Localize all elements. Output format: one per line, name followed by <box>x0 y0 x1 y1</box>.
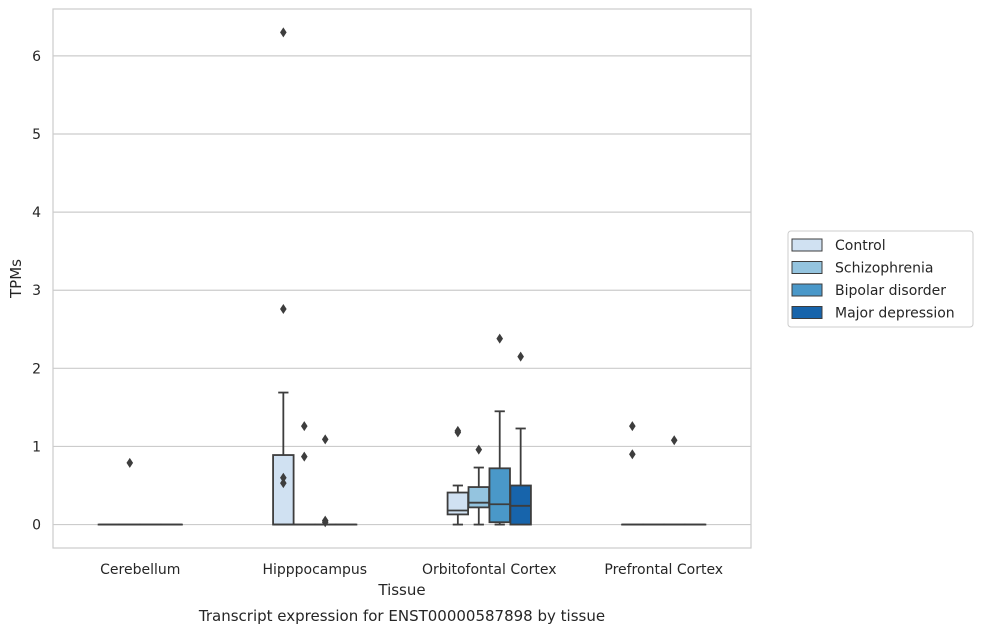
x-tick-label: Cerebellum <box>100 562 180 578</box>
gridlines <box>53 55 751 526</box>
outlier-point <box>300 451 308 462</box>
y-tick-label: 2 <box>32 361 41 377</box>
box-2-2 <box>488 333 511 526</box>
outlier-point <box>629 421 636 432</box>
legend-swatch <box>791 261 823 274</box>
outlier-point <box>517 351 524 362</box>
box-2-1 <box>467 444 490 526</box>
legend-swatch <box>791 283 823 297</box>
legend-label: Schizophrenia <box>835 261 933 277</box>
legend-label: Major depression <box>835 306 955 322</box>
legend: Control Schizophrenia Bipolar disorder Majo… <box>787 230 974 328</box>
y-tick-label: 5 <box>32 127 41 143</box>
box-iqr <box>467 486 490 509</box>
x-axis-ticks: Cerebellum Hipppocampus Orbitofontal Corte… <box>100 562 723 578</box>
outlier-point <box>496 333 504 344</box>
box-iqr <box>488 467 511 524</box>
box-3-0 <box>621 421 644 526</box>
outlier-point <box>280 27 287 38</box>
box-iqr <box>272 454 295 526</box>
box-3-2 <box>663 435 686 526</box>
outlier-point <box>280 303 287 314</box>
outlier-point <box>321 434 329 445</box>
outlier-point <box>300 421 308 432</box>
box-0-1 <box>118 457 141 526</box>
outlier-point <box>321 517 329 528</box>
y-tick-label: 3 <box>32 283 41 299</box>
box-1-0 <box>272 27 295 526</box>
outlier-point <box>475 444 483 455</box>
chart-caption: Transcript expression for ENST0000058789… <box>198 607 605 625</box>
box-series <box>97 27 707 528</box>
box-1-2 <box>314 434 337 528</box>
box-1-1 <box>293 421 316 526</box>
y-axis-ticks: 0 1 2 3 4 5 6 <box>32 49 41 534</box>
outlier-point <box>454 427 462 438</box>
legend-swatch <box>791 238 823 252</box>
plot-frame <box>52 8 752 549</box>
legend-label: Control <box>835 238 886 254</box>
outlier-point <box>280 478 287 489</box>
box-2-3 <box>509 351 532 526</box>
outlier-point <box>670 435 678 446</box>
x-tick-label: Prefrontal Cortex <box>604 562 723 578</box>
x-tick-label: Hipppocampus <box>262 562 367 578</box>
outlier-point <box>280 472 287 483</box>
x-tick-label: Orbitofontal Cortex <box>422 562 557 578</box>
y-axis-label: TPMs <box>7 259 25 299</box>
y-tick-label: 1 <box>32 439 41 455</box>
legend-frame <box>787 230 974 328</box>
outlier-point <box>629 449 636 460</box>
legend-swatch <box>791 306 823 319</box>
legend-label: Bipolar disorder <box>835 283 946 299</box>
box-2-0 <box>446 425 470 526</box>
y-tick-label: 6 <box>32 49 41 65</box>
x-axis-label: Tissue <box>377 581 425 599</box>
outlier-point <box>126 457 134 468</box>
y-tick-label: 4 <box>32 205 41 221</box>
y-tick-label: 0 <box>32 518 41 534</box>
